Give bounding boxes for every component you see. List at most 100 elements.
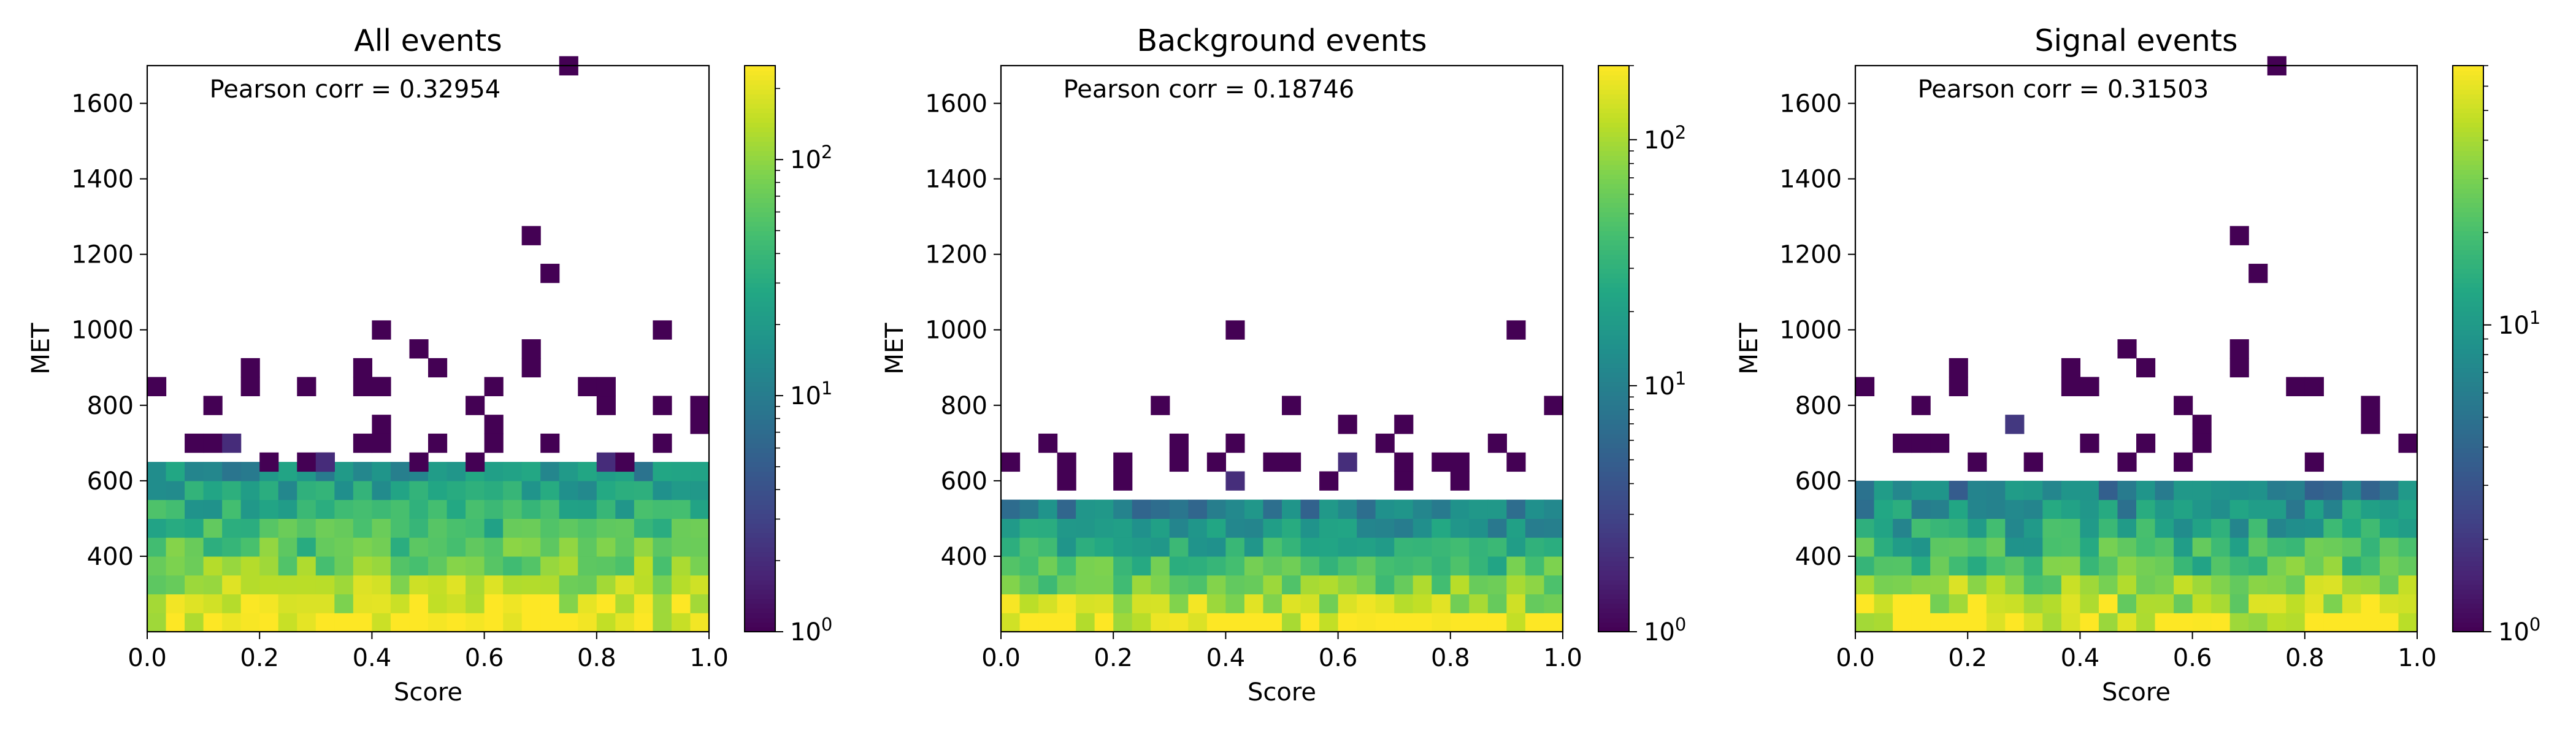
- heatmap-cell: [1057, 537, 1076, 557]
- heatmap-cell: [185, 594, 204, 613]
- y-tick-label: 1200: [925, 241, 987, 269]
- heatmap-cell: [2136, 518, 2156, 538]
- heatmap-cell: [2229, 537, 2249, 557]
- heatmap-cell: [2117, 594, 2137, 613]
- heatmap-cell: [2136, 556, 2156, 576]
- colorbar-segment: [1598, 603, 1629, 609]
- heatmap-cell: [1394, 471, 1414, 491]
- colorbar-segment: [745, 372, 775, 378]
- heatmap-cell: [2342, 575, 2361, 595]
- heatmap-cell: [1151, 594, 1170, 613]
- colorbar-segment: [745, 329, 775, 335]
- heatmap-cell: [1855, 480, 1875, 500]
- colorbar-segment: [745, 391, 775, 397]
- heatmap-cell: [1487, 433, 1507, 453]
- heatmap-cell: [447, 575, 466, 595]
- heatmap-cell: [1094, 556, 1114, 576]
- heatmap-cell: [1893, 480, 1912, 500]
- colorbar-segment: [1598, 401, 1629, 406]
- heatmap-cell: [540, 556, 560, 576]
- heatmap-cell: [2379, 499, 2399, 519]
- heatmap-cell: [2267, 480, 2287, 500]
- heatmap-cell: [1282, 575, 1301, 595]
- colorbar-segment: [1598, 424, 1629, 430]
- heatmap-cell: [428, 613, 448, 632]
- heatmap-cell: [690, 537, 710, 557]
- heatmap-cell: [222, 462, 242, 481]
- heatmap-cell: [1949, 518, 1968, 538]
- heatmap-cell: [1930, 537, 1950, 557]
- colorbar-segment: [1598, 112, 1629, 118]
- heatmap-cell: [1188, 518, 1208, 538]
- heatmap-cell: [297, 480, 316, 500]
- heatmap-cell: [2267, 594, 2287, 613]
- colorbar-segment: [2453, 599, 2483, 604]
- heatmap-cell: [466, 480, 485, 500]
- heatmap-cell: [428, 537, 448, 557]
- heatmap-cell: [240, 537, 260, 557]
- heatmap-cell: [278, 575, 297, 595]
- pearson-annotation: Pearson corr = 0.18746: [1064, 75, 1355, 104]
- heatmap-cell: [2304, 613, 2324, 632]
- heatmap-cell: [2211, 575, 2231, 595]
- heatmap-cell: [390, 480, 410, 500]
- heatmap-cell: [578, 575, 597, 595]
- colorbar-frame: [744, 65, 776, 632]
- heatmap-cell: [1394, 594, 1414, 613]
- colorbar-segment: [1598, 145, 1629, 151]
- heatmap-cell: [2061, 480, 2080, 500]
- colorbar-segment: [2453, 75, 2483, 80]
- heatmap-cell: [2005, 480, 2025, 500]
- heatmap-cells: [147, 56, 710, 632]
- colorbar-segment: [2453, 603, 2483, 609]
- heatmap-cell: [466, 594, 485, 613]
- heatmap-cell: [1113, 452, 1133, 472]
- heatmap-cell: [240, 518, 260, 538]
- heatmap-cell: [278, 613, 297, 632]
- heatmap-cell: [2379, 575, 2399, 595]
- heatmap-cell: [428, 594, 448, 613]
- heatmap-cell: [1169, 499, 1189, 519]
- colorbar-segment: [745, 429, 775, 434]
- colorbar-segment: [1598, 306, 1629, 312]
- heatmap-cell: [1450, 471, 1470, 491]
- heatmap-cell: [1911, 396, 1931, 415]
- heatmap-cell: [1525, 518, 1545, 538]
- heatmap-cell: [2229, 613, 2249, 632]
- x-tick-label: 1.0: [689, 644, 729, 672]
- heatmap-cell: [2192, 613, 2212, 632]
- heatmap-cell: [671, 556, 691, 576]
- colorbar-segment: [745, 518, 775, 524]
- heatmap-cell: [2155, 518, 2174, 538]
- heatmap-cell: [297, 537, 316, 557]
- heatmap-cell: [1357, 537, 1376, 557]
- heatmap-cell: [390, 556, 410, 576]
- heatmap-cell: [222, 613, 242, 632]
- colorbar-segment: [745, 537, 775, 543]
- colorbar-segment: [1598, 372, 1629, 378]
- colorbar-segment: [1598, 249, 1629, 255]
- heatmap-cell: [2042, 613, 2062, 632]
- heatmap-cell: [1076, 518, 1095, 538]
- x-axis-label: Score: [1248, 678, 1316, 707]
- heatmap-cell: [1057, 452, 1076, 472]
- colorbar-tick-exponent: 0: [821, 614, 832, 635]
- colorbar-tick-exponent: 0: [2529, 614, 2540, 635]
- heatmap-cell: [466, 396, 485, 415]
- colorbar-segment: [1598, 122, 1629, 128]
- colorbar-segment: [745, 150, 775, 156]
- colorbar-segment: [745, 580, 775, 585]
- heatmap-cell: [466, 613, 485, 632]
- colorbar-tick-label: 100: [1644, 614, 1686, 646]
- heatmap-cell: [1206, 499, 1226, 519]
- heatmap-cell: [1432, 594, 1451, 613]
- heatmap-cell: [1357, 575, 1376, 595]
- heatmap-cell: [653, 462, 672, 481]
- heatmap-cell: [2061, 613, 2080, 632]
- colorbar-segment: [1598, 627, 1629, 632]
- colorbar-segment: [1598, 226, 1629, 232]
- heatmap-cell: [503, 556, 523, 576]
- heatmap-cell: [1057, 556, 1076, 576]
- heatmap-cell: [1874, 575, 1893, 595]
